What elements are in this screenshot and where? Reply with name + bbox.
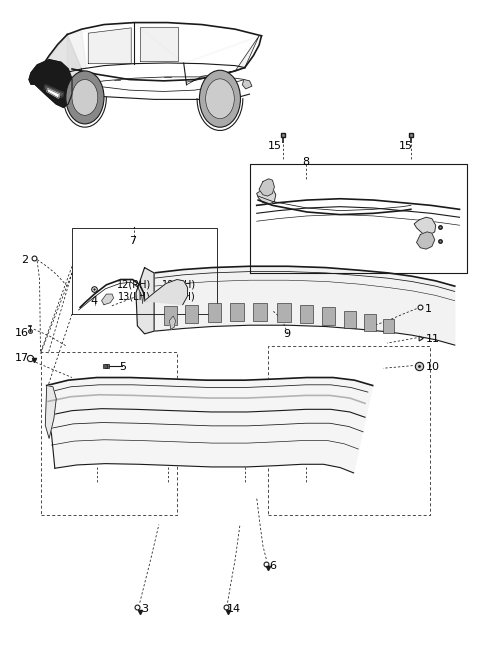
Text: 15: 15: [267, 141, 281, 151]
Text: 11: 11: [426, 334, 440, 344]
Bar: [322, 307, 336, 325]
Bar: [253, 303, 267, 321]
Text: 7: 7: [129, 236, 136, 246]
Circle shape: [66, 71, 104, 124]
Bar: [344, 311, 356, 328]
Text: 9: 9: [283, 329, 290, 339]
Text: 13(LH): 13(LH): [118, 291, 150, 301]
Text: 16: 16: [14, 327, 28, 338]
Polygon shape: [29, 60, 72, 107]
Polygon shape: [67, 23, 262, 64]
Polygon shape: [67, 29, 86, 72]
Text: 8: 8: [302, 157, 310, 167]
Text: 10: 10: [426, 362, 440, 372]
Polygon shape: [259, 179, 275, 196]
Polygon shape: [42, 35, 82, 84]
Polygon shape: [88, 28, 131, 64]
Text: 6: 6: [269, 561, 276, 571]
Text: 5: 5: [120, 362, 127, 372]
Polygon shape: [169, 316, 176, 329]
Bar: [300, 305, 313, 323]
Polygon shape: [414, 217, 436, 235]
Bar: [383, 319, 394, 333]
Circle shape: [205, 79, 234, 118]
Bar: [364, 314, 376, 331]
Bar: [207, 303, 221, 322]
Polygon shape: [45, 386, 56, 438]
Text: 4: 4: [91, 296, 98, 306]
Polygon shape: [187, 36, 259, 85]
Text: 2: 2: [21, 255, 28, 265]
Text: 3: 3: [141, 604, 148, 614]
Bar: [164, 306, 177, 325]
Text: 19(LH): 19(LH): [163, 291, 195, 301]
Text: 17: 17: [14, 352, 28, 362]
Bar: [185, 305, 199, 323]
Polygon shape: [140, 27, 178, 61]
Polygon shape: [136, 267, 154, 334]
Polygon shape: [47, 378, 372, 473]
Text: 12(RH): 12(RH): [117, 280, 151, 290]
Text: 18(RH): 18(RH): [162, 280, 196, 290]
Bar: [230, 303, 244, 321]
Text: 15: 15: [399, 141, 413, 151]
Polygon shape: [144, 279, 188, 305]
Polygon shape: [47, 89, 59, 98]
Bar: [277, 303, 290, 322]
Circle shape: [199, 70, 240, 127]
Polygon shape: [44, 85, 63, 97]
Polygon shape: [257, 187, 276, 204]
Polygon shape: [154, 266, 455, 345]
Polygon shape: [102, 294, 114, 305]
Circle shape: [72, 80, 98, 115]
Polygon shape: [242, 80, 252, 89]
Polygon shape: [417, 232, 435, 249]
Text: 14: 14: [227, 604, 241, 614]
Text: 1: 1: [425, 305, 432, 315]
